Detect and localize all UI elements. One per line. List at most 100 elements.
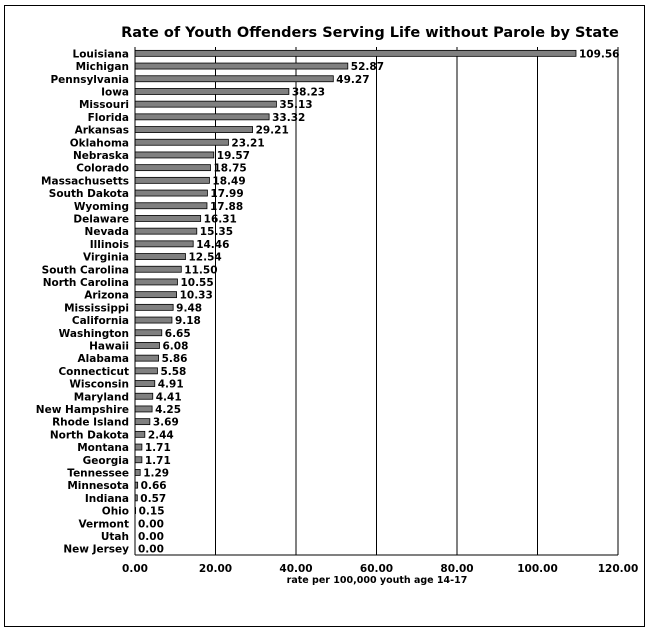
bar — [134, 354, 159, 362]
value-label: 1.71 — [145, 442, 171, 454]
category-label: Rhode Island — [52, 417, 129, 429]
bar — [134, 202, 208, 210]
value-label: 2.44 — [148, 429, 174, 441]
category-label: Montana — [77, 442, 129, 454]
value-label: 0.15 — [139, 506, 165, 518]
bar — [134, 164, 211, 172]
category-label: Arizona — [84, 290, 129, 302]
value-label: 3.69 — [153, 417, 179, 429]
value-label: 16.31 — [204, 213, 237, 225]
value-label: 49.27 — [336, 74, 369, 86]
category-label: New Jersey — [63, 544, 129, 556]
category-label: Delaware — [73, 213, 129, 225]
bar — [134, 443, 143, 451]
bar — [134, 126, 253, 133]
value-label: 1.71 — [145, 455, 171, 467]
category-label: Wisconsin — [69, 379, 129, 391]
category-label: Nebraska — [73, 150, 129, 162]
category-label: Missouri — [79, 99, 129, 111]
bar — [134, 367, 158, 375]
x-axis-ticks: 0.00 20.00 40.00 60.00 80.00 100.00 120.00 — [122, 563, 638, 575]
value-label: 29.21 — [256, 125, 289, 137]
bar — [134, 215, 202, 222]
bar — [134, 62, 349, 70]
bar — [134, 316, 173, 324]
category-label: New Hampshire — [36, 404, 129, 416]
value-label: 11.50 — [184, 264, 217, 276]
category-label: Maryland — [74, 391, 129, 403]
category-label: Tennessee — [67, 467, 129, 479]
value-label: 18.49 — [212, 175, 245, 187]
value-label: 6.65 — [165, 328, 191, 340]
bar — [134, 253, 186, 260]
value-label: 0.00 — [138, 518, 164, 530]
value-label: 17.88 — [210, 201, 243, 213]
category-label: Oklahoma — [70, 137, 129, 149]
bar — [134, 418, 151, 426]
category-label: Georgia — [83, 455, 129, 467]
x-tick-label: 60.00 — [360, 563, 393, 575]
value-label: 38.23 — [292, 86, 325, 98]
x-tick-label: 80.00 — [440, 563, 473, 575]
category-label: Illinois — [90, 239, 129, 251]
bar — [134, 227, 198, 235]
category-label: Iowa — [101, 86, 129, 98]
category-label: Pennsylvania — [50, 74, 129, 86]
value-label: 6.08 — [162, 340, 188, 352]
value-label: 33.32 — [272, 112, 305, 124]
chart-title: Rate of Youth Offenders Serving Life wit… — [121, 25, 619, 41]
value-label: 12.54 — [188, 252, 221, 264]
category-label: Colorado — [76, 163, 129, 175]
category-label: Virginia — [83, 252, 129, 264]
value-label: 4.25 — [155, 404, 181, 416]
x-tick-label: 0.00 — [122, 563, 148, 575]
value-label: 15.35 — [200, 226, 233, 238]
category-label: Mississippi — [64, 302, 129, 314]
value-label: 4.91 — [158, 379, 184, 391]
bar — [134, 405, 153, 413]
value-label: 10.33 — [180, 290, 213, 302]
category-label: Hawaii — [89, 340, 129, 352]
value-label: 9.48 — [176, 302, 202, 314]
category-label: Ohio — [102, 506, 129, 518]
bar — [134, 100, 277, 108]
category-label: Michigan — [76, 61, 129, 73]
category-label: California — [72, 315, 129, 327]
category-label: Massachusetts — [41, 175, 129, 187]
bar — [134, 392, 154, 400]
value-label: 0.66 — [141, 480, 167, 492]
value-label: 4.41 — [156, 391, 182, 403]
bar — [134, 176, 210, 184]
bar — [134, 342, 160, 349]
bar — [134, 240, 194, 248]
value-label: 23.21 — [231, 137, 264, 149]
value-label: 17.99 — [210, 188, 243, 200]
category-label: South Dakota — [49, 188, 129, 200]
category-labels: LouisianaMichiganPennsylvaniaIowaMissour… — [36, 48, 129, 555]
bar — [134, 138, 229, 146]
category-label: North Dakota — [50, 429, 129, 441]
category-label: Wyoming — [74, 201, 129, 213]
value-label: 0.00 — [138, 544, 164, 556]
category-label: Arkansas — [75, 125, 129, 137]
value-label: 0.57 — [140, 493, 166, 505]
value-label: 14.46 — [196, 239, 229, 251]
bar — [134, 303, 174, 311]
bar — [134, 49, 577, 57]
value-label: 5.86 — [162, 353, 188, 365]
value-label: 35.13 — [279, 99, 312, 111]
bar — [134, 151, 215, 159]
value-label: 1.29 — [143, 467, 169, 479]
category-label: North Carolina — [43, 277, 129, 289]
value-label: 9.18 — [175, 315, 201, 327]
category-label: Utah — [101, 531, 129, 543]
category-label: South Carolina — [42, 264, 129, 276]
category-label: Alabama — [78, 353, 129, 365]
category-label: Minnesota — [67, 480, 129, 492]
value-label: 52.87 — [351, 61, 384, 73]
bar — [134, 380, 156, 387]
x-tick-label: 100.00 — [517, 563, 558, 575]
x-axis-label: rate per 100,000 youth age 14-17 — [287, 575, 468, 586]
